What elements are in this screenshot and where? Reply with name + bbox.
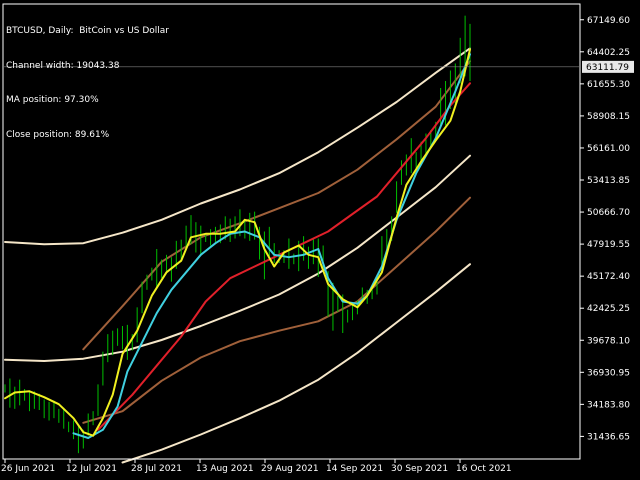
inner-upper-line [82, 60, 471, 351]
price-tick-label: 47919.55 [587, 240, 630, 250]
ma-position-label: MA position: 97.30% [6, 95, 99, 105]
date-tick-label: 12 Jul 2021 [66, 464, 117, 474]
symbol-title: BTCUSD, Daily: BitCoin vs US Dollar [6, 26, 170, 36]
outer-lower-line [4, 154, 471, 362]
price-tick-label: 42425.25 [587, 304, 630, 314]
current-price-label: 63111.79 [586, 63, 629, 73]
indicator-info: BTCUSD, Daily: BitCoin vs US Dollar Chan… [6, 3, 169, 164]
outer-upper-line [4, 47, 471, 246]
date-tick-label: 26 Jun 2021 [1, 464, 55, 474]
price-tick-label: 31436.65 [587, 432, 630, 442]
close-position-label: Close position: 89.61% [6, 129, 110, 140]
current-price-tag [582, 60, 634, 73]
date-tick-label: 30 Sep 2021 [391, 464, 448, 474]
price-tick-label: 58908.15 [587, 112, 630, 122]
price-tick-label: 34183.80 [587, 400, 630, 410]
second-lower-line [121, 263, 471, 464]
date-tick-label: 28 Jul 2021 [131, 464, 182, 474]
date-tick-label: 29 Aug 2021 [261, 464, 319, 474]
inner-lower-line [82, 196, 471, 424]
date-tick-label: 13 Aug 2021 [196, 464, 254, 474]
axes: 67149.60 64402.25 61655.30 58908.15 56161.00… [1, 3, 634, 474]
price-tick-label: 50666.70 [587, 208, 630, 218]
price-tick-label: 39678.10 [587, 336, 630, 346]
price-tick-label: 45172.40 [587, 272, 630, 282]
date-tick-label: 14 Sep 2021 [326, 464, 383, 474]
channel-width-label: Channel width: 19043.38 [6, 60, 120, 71]
price-tick-label: 64402.25 [587, 48, 630, 58]
indicator-lines [4, 48, 471, 439]
price-tick-label: 61655.30 [587, 80, 630, 90]
price-tick-label: 53413.85 [587, 176, 630, 186]
price-tick-label: 56161.00 [587, 144, 630, 154]
price-tick-label: 67149.60 [587, 16, 630, 26]
plot-frame [2, 3, 581, 460]
price-tick-label: 36930.95 [587, 368, 630, 378]
fast-yellow-line [4, 48, 471, 437]
date-tick-label: 16 Oct 2021 [456, 464, 512, 474]
